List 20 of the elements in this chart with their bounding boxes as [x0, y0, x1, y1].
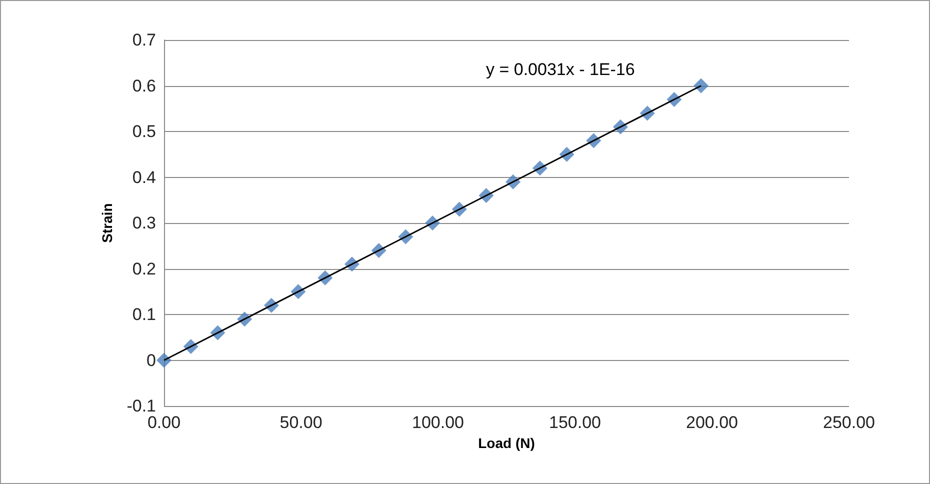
- y-tick-label: 0.2: [132, 259, 156, 278]
- point: [694, 78, 709, 94]
- x-tick-label: 150.00: [549, 413, 601, 432]
- y-tick-label: -0.1: [126, 396, 156, 416]
- y-tick-label: 0.5: [132, 122, 156, 141]
- y-tick-label: 0: [146, 350, 156, 370]
- x-tick-label: 0.00: [147, 413, 181, 432]
- x-tick-label: 50.00: [280, 413, 322, 432]
- x-tick-label: 200.00: [686, 413, 738, 432]
- y-tick-label: 0.7: [132, 30, 156, 50]
- point: [156, 352, 172, 368]
- y-tick-label: 0.4: [132, 168, 156, 187]
- y-axis-title: Strain: [99, 203, 115, 243]
- x-tick-label: 100.00: [412, 413, 464, 432]
- y-tick-label: 0.6: [132, 76, 156, 96]
- annotation: y = 0.0031x - 1E-16: [486, 60, 635, 79]
- x-tick-label: 250.00: [823, 413, 875, 432]
- y-tick-label: 0.1: [132, 305, 156, 324]
- y-tick-label: 0.3: [132, 214, 156, 232]
- x-axis-title: Load (N): [478, 435, 535, 451]
